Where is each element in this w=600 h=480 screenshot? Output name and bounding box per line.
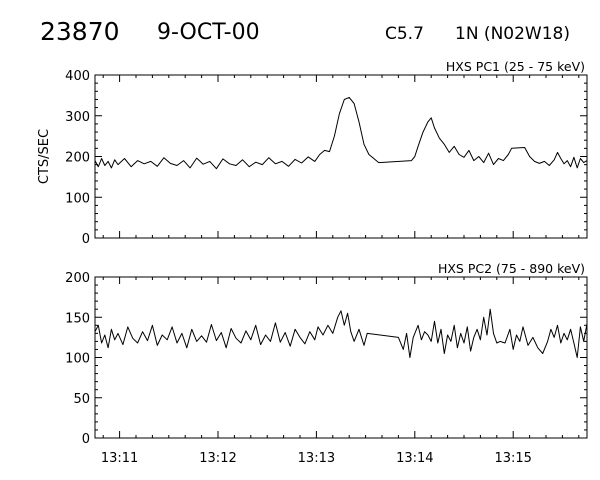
event-date: 9-OCT-00 xyxy=(157,20,260,45)
y-tick-label: 100 xyxy=(65,352,90,367)
y-tick-label: 150 xyxy=(65,311,90,326)
x-tick-label: 13:12 xyxy=(199,451,236,466)
x-tick-label: 13:11 xyxy=(101,451,138,466)
y-tick-label: 0 xyxy=(82,432,90,447)
y-tick-label: 0 xyxy=(82,232,90,247)
series-line xyxy=(94,308,588,358)
panel-title: HXS PC1 (25 - 75 keV) xyxy=(446,59,585,74)
y-tick-label: 50 xyxy=(73,392,90,407)
x-tick-label: 13:13 xyxy=(298,451,335,466)
flare-location: 1N (N02W18) xyxy=(455,24,570,44)
x-tick-label: 13:14 xyxy=(396,451,433,466)
y-tick-label: 100 xyxy=(65,191,90,206)
goes-class: C5.7 xyxy=(385,24,424,44)
y-tick-label: 200 xyxy=(65,271,90,286)
panel-pc1: HXS PC1 (25 - 75 keV) 0 100 200 300 400 CTS/SE… xyxy=(37,59,588,247)
y-axis-label: CTS/SEC xyxy=(37,129,52,184)
series-line xyxy=(94,96,588,170)
x-tick-label: 13:15 xyxy=(494,451,531,466)
y-tick-label: 200 xyxy=(65,151,90,166)
panel-title: HXS PC2 (75 - 890 keV) xyxy=(438,261,585,276)
y-tick-label: 400 xyxy=(65,69,90,84)
y-tick-label: 300 xyxy=(65,110,90,125)
event-number: 23870 xyxy=(40,17,120,46)
panel-pc2: HXS PC2 (75 - 890 keV) 0 50 100 150 200 13:11 1… xyxy=(65,261,588,466)
plot-frame xyxy=(94,74,588,239)
plot-frame xyxy=(94,276,588,439)
